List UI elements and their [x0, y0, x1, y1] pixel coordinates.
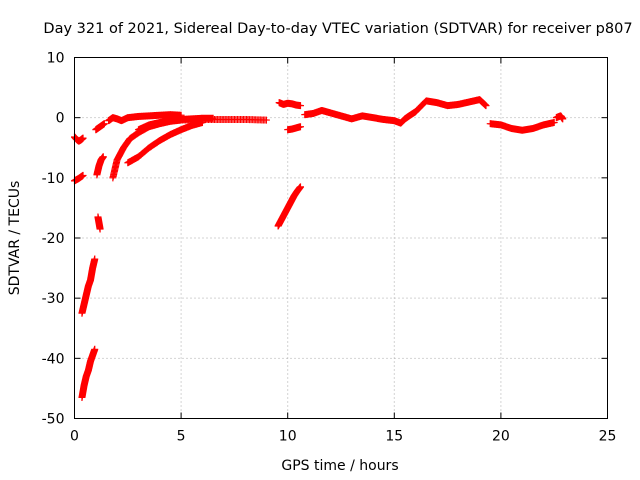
y-tick-label: 0: [56, 111, 65, 127]
y-tick-label: -30: [42, 291, 65, 307]
x-tick-labels: 0 5 10 15 20 25: [70, 429, 616, 445]
series-track-c: [78, 255, 99, 317]
x-axis-title: GPS time / hours: [281, 458, 398, 474]
x-tick-label: 25: [599, 429, 617, 445]
point-marks: [301, 96, 490, 127]
x-tick-label: 0: [70, 429, 79, 445]
point-marks: [552, 112, 567, 123]
series-track-g: [92, 120, 108, 134]
x-tick-label: 20: [492, 429, 510, 445]
point-marks: [134, 114, 217, 134]
point-marks: [105, 111, 185, 125]
axis-ticks: [74, 57, 608, 419]
x-tick-label: 5: [177, 429, 186, 445]
series-track-m: [275, 99, 304, 110]
point-marks: [71, 133, 87, 145]
series-track-q: [552, 112, 567, 123]
series-track-b: [71, 171, 87, 185]
y-tick-label: -10: [42, 171, 65, 187]
point-marks: [486, 118, 558, 134]
series-track-f: [93, 153, 107, 179]
point-marks: [71, 171, 87, 185]
series-track-e: [94, 213, 104, 233]
point-marks: [94, 213, 104, 233]
y-tick-label: -20: [42, 231, 65, 247]
series-track-n: [284, 123, 304, 134]
point-marks: [92, 120, 108, 134]
plot-frame: [74, 57, 608, 419]
data-points: [71, 96, 567, 401]
series-track-h: [105, 111, 185, 125]
point-marks: [78, 255, 99, 317]
series-track-a: [71, 133, 87, 145]
point-marks: [78, 345, 99, 401]
series-track-p: [486, 118, 558, 134]
x-tick-label: 15: [385, 429, 403, 445]
y-tick-label: -50: [42, 412, 65, 428]
series-track-j: [124, 118, 206, 167]
y-tick-labels: -50 -40 -30 -20 -10 0 10: [42, 51, 65, 428]
point-marks: [93, 153, 107, 179]
y-tick-label: 10: [47, 51, 65, 67]
series-track-o: [301, 96, 490, 127]
chart-title: Day 321 of 2021, Sidereal Day-to-day VTE…: [43, 21, 632, 37]
point-marks: [275, 99, 304, 110]
x-tick-label: 10: [279, 429, 297, 445]
grid: [74, 57, 608, 419]
point-marks: [124, 118, 206, 167]
point-marks: [284, 123, 304, 134]
point-marks: [274, 183, 304, 230]
series-track-l: [274, 183, 304, 230]
series-track-d: [78, 345, 99, 401]
y-tick-label: -40: [42, 351, 65, 367]
y-axis-title: SDTVAR / TECUs: [7, 181, 23, 296]
series-track-k: [134, 114, 217, 134]
